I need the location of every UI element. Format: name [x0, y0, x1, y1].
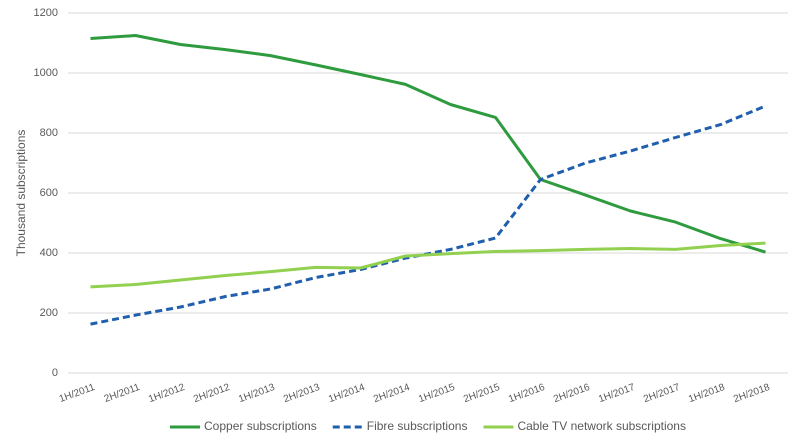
x-tick-label: 2H/2016: [552, 382, 592, 405]
legend-label: Fibre subscriptions: [367, 419, 468, 433]
x-tick-label: 1H/2014: [327, 382, 367, 405]
legend-label: Copper subscriptions: [204, 419, 317, 433]
y-tick-label: 600: [40, 187, 58, 199]
x-tick-label: 1H/2016: [507, 382, 547, 405]
series-line: [90, 104, 767, 326]
series-line: [90, 241, 766, 289]
y-tick-label: 200: [40, 307, 58, 319]
x-tick-label: 1H/2013: [237, 382, 277, 405]
x-tick-label: 1H/2017: [597, 382, 637, 405]
y-tick-label: 1000: [34, 67, 58, 79]
x-tick-label: 1H/2015: [417, 382, 457, 405]
series-line: [90, 34, 766, 254]
x-tick-label: 2H/2011: [103, 382, 142, 405]
y-axis-label: Thousand subscriptions: [14, 130, 28, 257]
x-tick-label: 2H/2013: [282, 382, 322, 405]
y-tick-label: 800: [40, 127, 58, 139]
x-tick-label: 1H/2012: [147, 382, 187, 405]
x-tick-label: 2H/2012: [192, 382, 232, 405]
x-tick-label: 1H/2018: [687, 382, 727, 405]
legend-label: Cable TV network subscriptions: [517, 419, 686, 433]
x-tick-label: 1H/2011: [58, 382, 97, 405]
x-tick-label: 2H/2015: [462, 382, 502, 405]
x-tick-label: 2H/2014: [372, 382, 412, 405]
x-tick-label: 2H/2018: [732, 382, 772, 405]
y-tick-label: 1200: [34, 7, 58, 19]
legend: Copper subscriptions Fibre subscriptions C…: [170, 419, 686, 433]
y-tick-label: 400: [40, 247, 58, 259]
x-tick-label: 2H/2017: [642, 382, 682, 405]
y-tick-label: 0: [52, 367, 58, 379]
